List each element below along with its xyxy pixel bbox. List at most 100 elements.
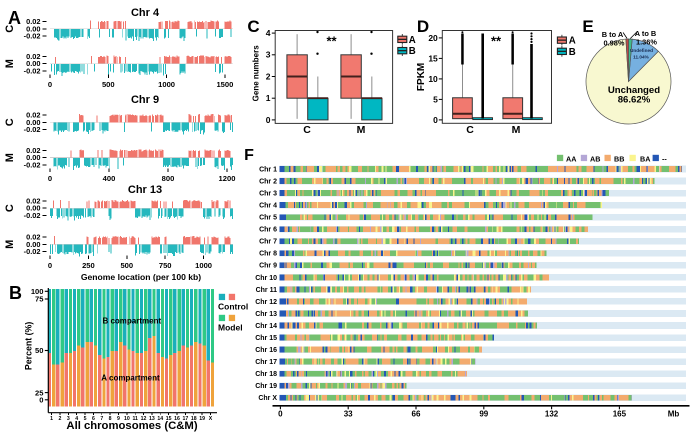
svg-text:Chr 2: Chr 2: [259, 178, 277, 185]
svg-text:0: 0: [433, 115, 438, 125]
svg-text:75: 75: [35, 295, 44, 304]
svg-text:4: 4: [266, 28, 271, 38]
svg-text:500: 500: [102, 80, 115, 89]
svg-text:E: E: [582, 17, 593, 36]
svg-text:Chr 17: Chr 17: [255, 359, 277, 366]
svg-text:Genome location (per 100 kb): Genome location (per 100 kb): [81, 272, 201, 282]
svg-text:C: C: [466, 124, 474, 136]
svg-text:0: 0: [278, 410, 283, 419]
svg-text:Chr 14: Chr 14: [255, 323, 277, 330]
svg-text:86.62%: 86.62%: [618, 95, 651, 106]
svg-text:0: 0: [48, 80, 52, 89]
svg-text:Mb: Mb: [668, 410, 680, 419]
svg-text:750: 750: [159, 261, 172, 270]
svg-text:C: C: [4, 118, 16, 126]
svg-text:M: M: [4, 240, 16, 249]
svg-text:0.98%: 0.98%: [604, 39, 625, 48]
svg-text:M: M: [357, 124, 366, 136]
svg-text:D: D: [417, 17, 429, 36]
svg-text:20: 20: [428, 33, 438, 43]
svg-text:Chr X: Chr X: [258, 395, 277, 402]
svg-text:X: X: [209, 416, 213, 422]
svg-text:-0.02: -0.02: [24, 32, 41, 41]
svg-text:99: 99: [479, 410, 488, 419]
svg-text:All chromosomes (C&M): All chromosomes (C&M): [66, 420, 197, 432]
svg-text:C: C: [4, 204, 16, 212]
svg-text:**: **: [326, 34, 337, 49]
svg-text:66: 66: [412, 410, 421, 419]
svg-text:19: 19: [199, 416, 205, 422]
svg-text:B: B: [569, 47, 576, 58]
svg-text:0: 0: [39, 396, 43, 405]
svg-text:1000: 1000: [158, 80, 175, 89]
svg-text:1200: 1200: [219, 174, 236, 183]
svg-text:M: M: [4, 153, 16, 162]
svg-text:1500: 1500: [216, 80, 233, 89]
svg-text:0: 0: [266, 115, 271, 125]
svg-text:A: A: [569, 36, 576, 47]
svg-text:Chr 9: Chr 9: [259, 263, 277, 270]
svg-text:Chr 11: Chr 11: [256, 287, 278, 294]
svg-text:Chr 1: Chr 1: [259, 166, 277, 173]
svg-text:A: A: [409, 35, 416, 46]
svg-text:--: --: [662, 154, 667, 163]
svg-text:Chr 13: Chr 13: [255, 311, 277, 318]
svg-text:2: 2: [266, 71, 271, 81]
svg-text:M: M: [512, 124, 521, 136]
svg-text:165: 165: [613, 410, 627, 419]
svg-text:-0.02: -0.02: [24, 67, 41, 76]
svg-text:50: 50: [35, 346, 43, 355]
svg-text:Chr 8: Chr 8: [259, 251, 277, 258]
svg-text:Control: Control: [218, 302, 248, 312]
svg-text:Chr 6: Chr 6: [259, 227, 277, 234]
svg-text:Gene numbers: Gene numbers: [251, 45, 260, 102]
svg-text:250: 250: [82, 261, 95, 270]
svg-text:500: 500: [120, 261, 133, 270]
svg-text:Percent (%): Percent (%): [24, 322, 34, 370]
svg-text:Chr 12: Chr 12: [255, 299, 277, 306]
svg-text:15: 15: [428, 53, 438, 63]
svg-text:132: 132: [545, 410, 559, 419]
svg-text:2: 2: [59, 416, 62, 422]
svg-text:M: M: [4, 59, 16, 68]
svg-text:0: 0: [48, 261, 52, 270]
svg-text:**: **: [491, 34, 502, 49]
svg-text:0: 0: [48, 174, 52, 183]
svg-text:AB: AB: [590, 154, 600, 163]
svg-text:1.36%: 1.36%: [636, 38, 657, 47]
svg-text:Chr 16: Chr 16: [255, 347, 277, 354]
svg-text:F: F: [244, 147, 254, 164]
svg-text:Chr 10: Chr 10: [255, 275, 277, 282]
svg-text:400: 400: [103, 174, 116, 183]
svg-text:B compartment: B compartment: [102, 317, 161, 326]
svg-text:B: B: [9, 283, 22, 303]
svg-text:Chr 4: Chr 4: [259, 203, 277, 210]
svg-text:Chr 9: Chr 9: [131, 94, 159, 106]
svg-text:C: C: [247, 17, 259, 36]
svg-text:B: B: [409, 46, 416, 57]
svg-text:1: 1: [50, 416, 53, 422]
svg-text:Undefined: Undefined: [630, 48, 653, 53]
svg-text:-0.02: -0.02: [24, 247, 41, 256]
svg-text:C: C: [303, 124, 311, 136]
svg-text:Chr 15: Chr 15: [255, 335, 277, 342]
svg-text:Chr 7: Chr 7: [259, 239, 277, 246]
svg-text:AA: AA: [566, 154, 576, 163]
svg-text:Chr 19: Chr 19: [255, 383, 277, 390]
svg-text:3: 3: [266, 50, 271, 60]
svg-text:Chr 5: Chr 5: [259, 215, 277, 222]
svg-text:-0.02: -0.02: [24, 160, 41, 169]
svg-text:1000: 1000: [195, 261, 212, 270]
svg-text:BB: BB: [614, 154, 624, 163]
svg-text:Chr 13: Chr 13: [128, 184, 162, 196]
svg-text:A compartment: A compartment: [101, 374, 160, 383]
svg-text:Chr 18: Chr 18: [255, 371, 277, 378]
svg-text:Model: Model: [218, 323, 243, 333]
svg-text:BA: BA: [640, 154, 650, 163]
svg-text:33: 33: [344, 410, 353, 419]
svg-text:800: 800: [162, 174, 175, 183]
svg-text:11.04%: 11.04%: [633, 55, 649, 60]
svg-text:10: 10: [428, 74, 438, 84]
svg-text:Chr 4: Chr 4: [131, 7, 160, 19]
svg-text:5: 5: [433, 94, 438, 104]
